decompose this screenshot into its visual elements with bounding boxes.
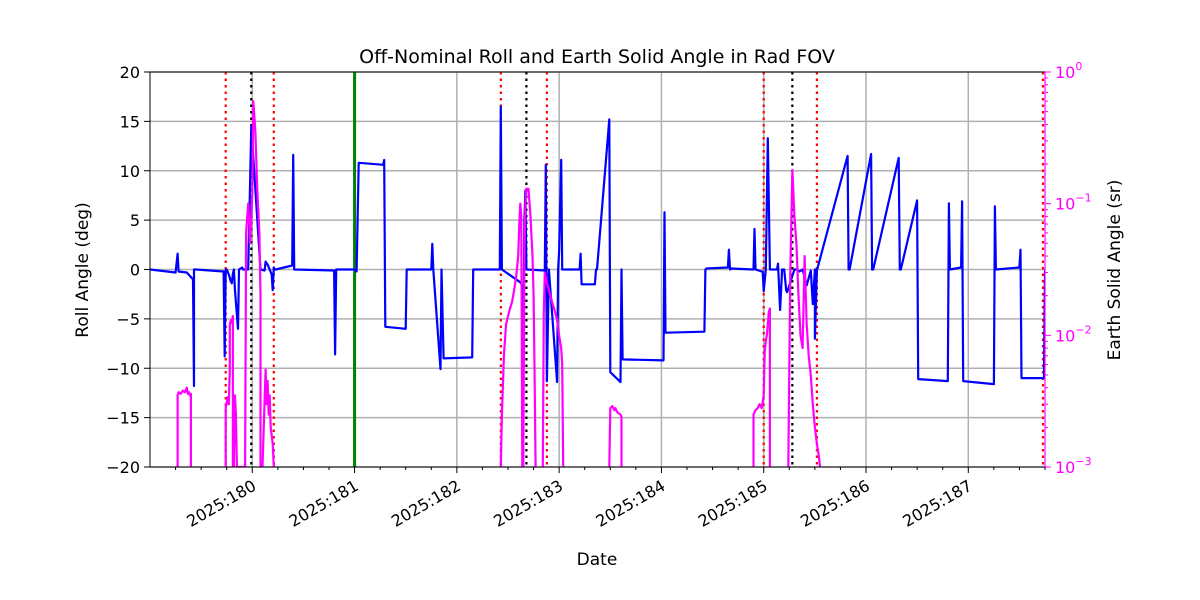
chart-title: Off-Nominal Roll and Earth Solid Angle i… — [359, 46, 835, 68]
y-tick-label: 10 — [120, 162, 140, 181]
earth-solid-angle-line — [261, 368, 275, 467]
earth-solid-angle-line — [176, 386, 192, 467]
earth-solid-angle-line — [787, 169, 822, 467]
right-y-tick-label: 10−1 — [1055, 192, 1092, 214]
earth-solid-angle-line — [541, 271, 565, 467]
x-tick-label: 2025:184 — [593, 476, 669, 531]
earth-solid-angle-line — [499, 202, 524, 467]
right-tick-exponent: 0 — [1075, 60, 1082, 73]
y-tick-label: −5 — [116, 310, 140, 329]
right-tick-base: 10 — [1055, 195, 1075, 214]
right-tick-exponent: −3 — [1075, 455, 1091, 468]
right-tick-base: 10 — [1055, 326, 1075, 345]
y-tick-label: −15 — [106, 409, 140, 428]
right-y-tick-label: 100 — [1055, 60, 1082, 82]
x-tick-label: 2025:181 — [286, 476, 362, 531]
y-tick-label: 5 — [130, 211, 140, 230]
y-tick-label: 20 — [120, 63, 140, 82]
earth-solid-angle-line — [608, 405, 623, 467]
x-axis-label: Date — [577, 550, 618, 570]
x-tick-label: 2025:182 — [388, 476, 464, 531]
x-tick-label: 2025:183 — [490, 476, 566, 531]
right-tick-base: 10 — [1055, 63, 1075, 82]
earth-solid-angle-line — [752, 307, 772, 467]
x-tick-label: 2025:185 — [695, 476, 771, 531]
right-tick-exponent: −1 — [1075, 192, 1091, 205]
right-tick-exponent: −2 — [1075, 323, 1091, 336]
x-tick-label: 2025:186 — [797, 476, 873, 531]
right-y-tick-label: 10−2 — [1055, 323, 1092, 345]
y-tick-label: 0 — [130, 261, 140, 280]
series-layer — [150, 100, 1045, 467]
roll-angle-line — [150, 105, 1045, 388]
y-tick-label: 15 — [120, 112, 140, 131]
right-tick-base: 10 — [1055, 458, 1075, 477]
right-y-tick-label: 10−3 — [1055, 455, 1092, 477]
x-tick-label: 2025:180 — [183, 476, 259, 531]
earth-solid-angle-line — [224, 100, 262, 467]
y-tick-label: −20 — [106, 458, 140, 477]
y-axis-label: Roll Angle (deg) — [73, 202, 93, 337]
y-tick-label: −10 — [106, 359, 140, 378]
right-y-axis-label: Earth Solid Angle (sr) — [1105, 180, 1125, 361]
x-tick-label: 2025:187 — [899, 476, 975, 531]
earth-solid-angle-line — [522, 187, 537, 467]
